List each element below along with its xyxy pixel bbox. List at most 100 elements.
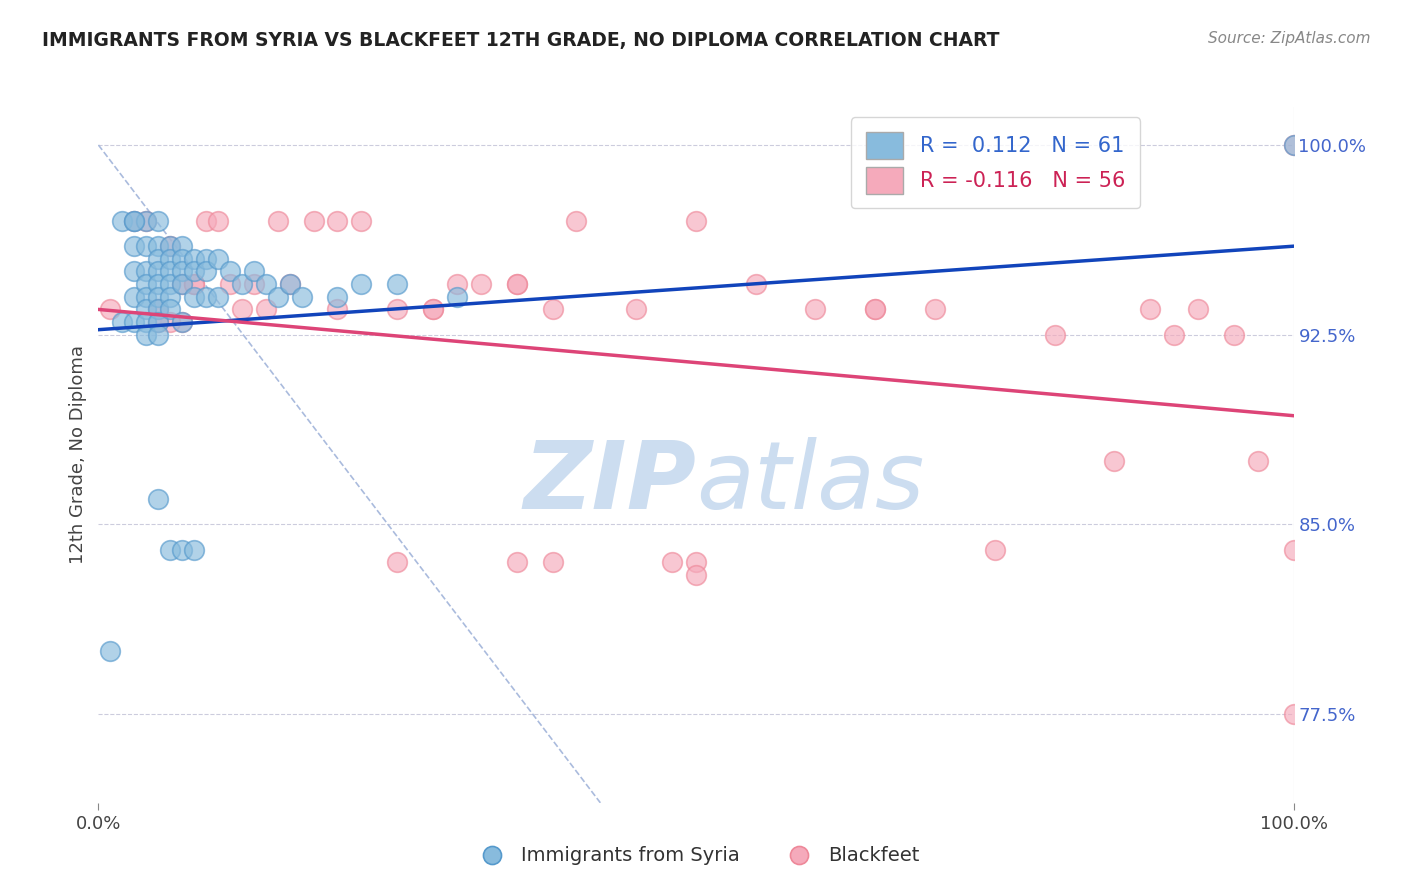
Point [148, 264, 170, 278]
Point [1246, 454, 1268, 468]
Point [172, 239, 194, 253]
Text: IMMIGRANTS FROM SYRIA VS BLACKFEET 12TH GRADE, NO DIPLOMA CORRELATION CHART: IMMIGRANTS FROM SYRIA VS BLACKFEET 12TH … [42, 31, 1000, 50]
Point [148, 214, 170, 228]
Point [661, 556, 683, 570]
Point [385, 556, 409, 570]
Point [135, 277, 157, 292]
Point [243, 277, 266, 292]
Point [1163, 327, 1185, 342]
Point [148, 277, 170, 292]
Point [124, 239, 146, 253]
Point [685, 568, 707, 582]
Point [254, 302, 277, 317]
Point [1282, 542, 1305, 557]
Point [135, 302, 157, 317]
Point [350, 214, 373, 228]
Y-axis label: 12th Grade, No Diploma: 12th Grade, No Diploma [69, 345, 87, 565]
Point [183, 290, 205, 304]
Point [1282, 138, 1305, 153]
Point [159, 542, 181, 557]
Point [984, 542, 1007, 557]
Point [422, 302, 444, 317]
Point [326, 302, 349, 317]
Point [243, 264, 266, 278]
Point [278, 277, 301, 292]
Point [135, 214, 157, 228]
Point [183, 252, 205, 266]
Point [267, 214, 290, 228]
Point [626, 302, 648, 317]
Point [863, 302, 887, 317]
Point [135, 327, 157, 342]
Point [135, 239, 157, 253]
Point [124, 214, 146, 228]
Point [207, 214, 229, 228]
Point [159, 252, 181, 266]
Point [159, 239, 181, 253]
Text: atlas: atlas [696, 437, 924, 528]
Point [172, 252, 194, 266]
Point [172, 315, 194, 329]
Point [541, 556, 564, 570]
Point [159, 264, 181, 278]
Point [385, 277, 409, 292]
Point [148, 315, 170, 329]
Point [172, 315, 194, 329]
Point [219, 264, 242, 278]
Point [1282, 707, 1305, 722]
Point [506, 277, 529, 292]
Point [148, 302, 170, 317]
Point [148, 302, 170, 317]
Point [231, 277, 253, 292]
Point [148, 315, 170, 329]
Point [183, 277, 205, 292]
Point [172, 264, 194, 278]
Point [124, 264, 146, 278]
Point [207, 290, 229, 304]
Text: ZIP: ZIP [523, 437, 696, 529]
Point [148, 327, 170, 342]
Point [219, 277, 242, 292]
Point [385, 302, 409, 317]
Point [111, 214, 134, 228]
Text: Source: ZipAtlas.com: Source: ZipAtlas.com [1208, 31, 1371, 46]
Point [148, 290, 170, 304]
Point [1102, 454, 1125, 468]
Point [111, 315, 134, 329]
Point [804, 302, 827, 317]
Point [148, 252, 170, 266]
Point [863, 302, 887, 317]
Point [565, 214, 588, 228]
Point [291, 290, 314, 304]
Point [159, 239, 181, 253]
Point [685, 556, 707, 570]
Point [124, 214, 146, 228]
Point [1187, 302, 1209, 317]
Point [183, 264, 205, 278]
Point [135, 290, 157, 304]
Point [183, 542, 205, 557]
Point [159, 302, 181, 317]
Point [124, 290, 146, 304]
Point [194, 252, 218, 266]
Point [506, 556, 529, 570]
Point [124, 214, 146, 228]
Point [326, 290, 349, 304]
Point [194, 214, 218, 228]
Point [350, 277, 373, 292]
Point [148, 492, 170, 507]
Point [159, 277, 181, 292]
Point [207, 252, 229, 266]
Point [194, 290, 218, 304]
Point [446, 290, 468, 304]
Point [302, 214, 325, 228]
Point [148, 239, 170, 253]
Point [1282, 138, 1305, 153]
Point [745, 277, 768, 292]
Point [506, 277, 529, 292]
Point [1139, 302, 1161, 317]
Point [278, 277, 301, 292]
Point [135, 264, 157, 278]
Point [183, 277, 205, 292]
Point [159, 290, 181, 304]
